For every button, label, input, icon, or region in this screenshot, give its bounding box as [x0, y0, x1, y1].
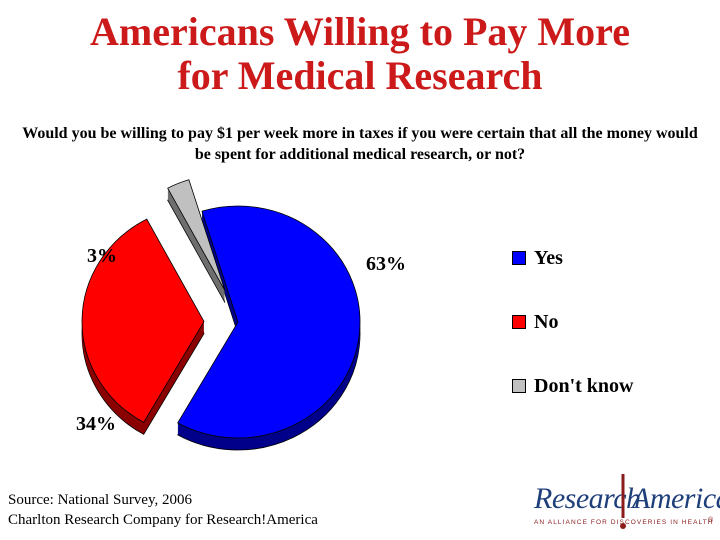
legend-swatch-no — [512, 315, 526, 329]
legend-item-yes: Yes — [512, 245, 633, 271]
exclamation-icon — [620, 474, 626, 529]
pie-slice-yes — [177, 205, 361, 439]
title-line-1: Americans Willing to Pay More — [90, 9, 630, 54]
legend-swatch-yes — [512, 251, 526, 265]
legend-label-yes: Yes — [534, 246, 563, 269]
data-label-yes: 63% — [366, 253, 406, 275]
page-title: Americans Willing to Pay More for Medica… — [0, 10, 720, 98]
registered-mark: ® — [708, 517, 714, 524]
logo-tagline: AN ALLIANCE FOR DISCOVERIES IN HEALTH — [534, 519, 714, 526]
legend-item-dont-know: Don't know — [512, 373, 633, 399]
survey-question: Would you be willing to pay $1 per week … — [22, 125, 698, 163]
data-label-no: 34% — [76, 413, 116, 435]
source-note: Source: National Survey, 2006 Charlton R… — [8, 490, 318, 530]
legend-label-no: No — [534, 310, 559, 333]
chart-legend: Yes No Don't know — [512, 245, 633, 437]
pie-slice-no — [81, 218, 205, 423]
legend-item-no: No — [512, 309, 633, 335]
pie-slice-don-t-know — [167, 179, 226, 291]
source-line-1: Source: National Survey, 2006 — [8, 492, 192, 508]
source-line-2: Charlton Research Company for Research!A… — [8, 512, 318, 528]
legend-label-dont-know: Don't know — [534, 374, 634, 397]
legend-swatch-dont-know — [512, 379, 526, 393]
data-label-don-t-know: 3% — [87, 245, 117, 267]
logo-word-america: America — [632, 482, 720, 515]
title-line-2: for Medical Research — [177, 53, 543, 98]
research-america-logo: Research America AN ALLIANCE FOR DISCOVE… — [526, 474, 720, 534]
